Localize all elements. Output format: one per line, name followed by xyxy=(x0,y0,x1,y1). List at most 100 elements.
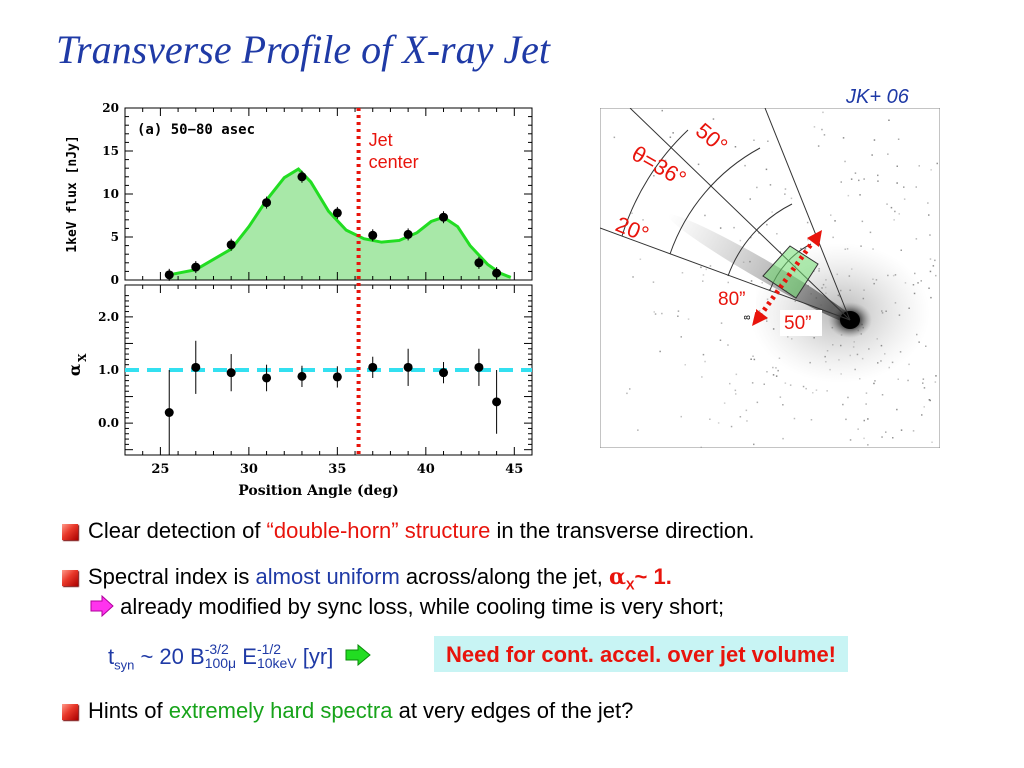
noise-speck xyxy=(680,415,682,418)
tsyn-b-sub: 100μ xyxy=(204,655,237,672)
noise-speck xyxy=(680,336,682,338)
noise-speck xyxy=(739,416,742,418)
bullet-1-highlight: “double-horn” structure xyxy=(266,518,491,543)
alpha-data-point xyxy=(492,397,502,407)
noise-speck xyxy=(931,441,933,443)
arrow-head-down xyxy=(752,309,768,326)
noise-speck xyxy=(800,247,802,250)
noise-speck xyxy=(896,408,898,411)
noise-speck xyxy=(815,389,818,391)
bullet-1: Clear detection of “double-horn” structu… xyxy=(62,518,754,544)
noise-speck xyxy=(823,134,826,136)
noise-speck xyxy=(923,387,926,389)
noise-speck xyxy=(847,396,849,399)
noise-speck xyxy=(790,197,793,200)
noise-speck xyxy=(871,154,873,156)
tsyn-e: E xyxy=(236,644,257,669)
noise-speck xyxy=(654,313,657,315)
noise-speck xyxy=(935,274,937,277)
noise-speck xyxy=(900,249,902,251)
noise-speck xyxy=(735,393,737,395)
xray-jet-image: 8 50° θ=36° 20° 80” 50” xyxy=(600,108,940,448)
y-tick-label: 5 xyxy=(111,230,119,244)
noise-speck xyxy=(887,153,889,155)
noise-speck xyxy=(886,203,888,205)
noise-speck xyxy=(705,268,707,271)
noise-speck xyxy=(782,404,784,406)
noise-speck xyxy=(766,223,768,226)
noise-speck xyxy=(717,422,720,424)
noise-speck xyxy=(750,280,753,282)
noise-speck xyxy=(867,444,869,446)
noise-speck xyxy=(877,180,879,182)
sector-boundary xyxy=(764,108,851,321)
y-tick-label: 1.0 xyxy=(98,363,119,377)
radius-80-label: 80” xyxy=(718,289,745,310)
flux-data-point xyxy=(439,212,449,222)
noise-speck xyxy=(842,403,844,406)
bullet-2-text: Spectral index is xyxy=(88,564,256,589)
noise-speck xyxy=(771,211,773,213)
noise-speck xyxy=(719,227,722,229)
x-tick-label: 25 xyxy=(151,462,169,477)
noise-speck xyxy=(936,162,938,165)
noise-speck xyxy=(908,363,910,366)
noise-speck xyxy=(873,139,876,141)
noise-speck xyxy=(854,172,857,174)
alpha-data-point xyxy=(164,408,174,417)
noise-speck xyxy=(822,111,824,114)
flux-data-point xyxy=(164,270,174,280)
bullet-2-arrow-line: already modified by sync loss, while coo… xyxy=(90,594,724,620)
noise-speck xyxy=(873,382,875,385)
noise-speck xyxy=(723,402,726,404)
noise-speck xyxy=(929,234,931,236)
noise-speck xyxy=(653,175,655,177)
noise-speck xyxy=(765,168,768,171)
noise-speck xyxy=(897,378,899,380)
noise-speck xyxy=(867,418,869,420)
alpha-data-point xyxy=(262,373,272,383)
noise-speck xyxy=(890,206,893,209)
tsyn-e-sub: 10keV xyxy=(256,655,297,672)
noise-speck xyxy=(626,392,628,395)
noise-speck xyxy=(805,387,807,390)
noise-speck xyxy=(789,384,792,386)
noise-speck xyxy=(631,212,633,214)
noise-speck xyxy=(700,266,702,269)
flux-data-point xyxy=(262,198,272,208)
y-tick-label: 10 xyxy=(102,187,119,201)
noise-speck xyxy=(704,360,706,363)
noise-speck xyxy=(776,233,778,235)
noise-speck xyxy=(930,296,932,299)
noise-speck xyxy=(779,396,782,398)
noise-speck xyxy=(777,369,779,372)
noise-speck xyxy=(896,182,898,184)
noise-speck xyxy=(900,429,903,431)
noise-speck xyxy=(840,181,842,183)
noise-speck xyxy=(915,238,918,240)
noise-speck xyxy=(784,188,787,190)
noise-speck xyxy=(922,378,925,380)
noise-speck xyxy=(888,119,890,121)
noise-speck xyxy=(772,374,775,376)
noise-speck xyxy=(677,310,680,312)
noise-speck xyxy=(702,353,705,356)
noise-speck xyxy=(912,430,915,432)
tsyn-sub: syn xyxy=(114,657,135,673)
alpha-data-point xyxy=(439,368,449,378)
noise-speck xyxy=(934,381,937,383)
alpha-data-point xyxy=(226,368,236,378)
sector-boundary xyxy=(629,108,851,321)
noise-speck xyxy=(845,418,847,421)
noise-speck xyxy=(813,126,816,128)
x-tick-label: 40 xyxy=(417,462,435,477)
noise-speck xyxy=(865,403,867,405)
noise-speck xyxy=(925,345,927,347)
noise-speck xyxy=(861,220,864,223)
noise-speck xyxy=(639,258,642,260)
y-tick-label: 15 xyxy=(102,144,119,158)
noise-speck xyxy=(847,194,850,197)
noise-speck xyxy=(669,136,672,138)
tsyn-t: t xyxy=(108,644,115,669)
noise-speck xyxy=(844,160,846,163)
